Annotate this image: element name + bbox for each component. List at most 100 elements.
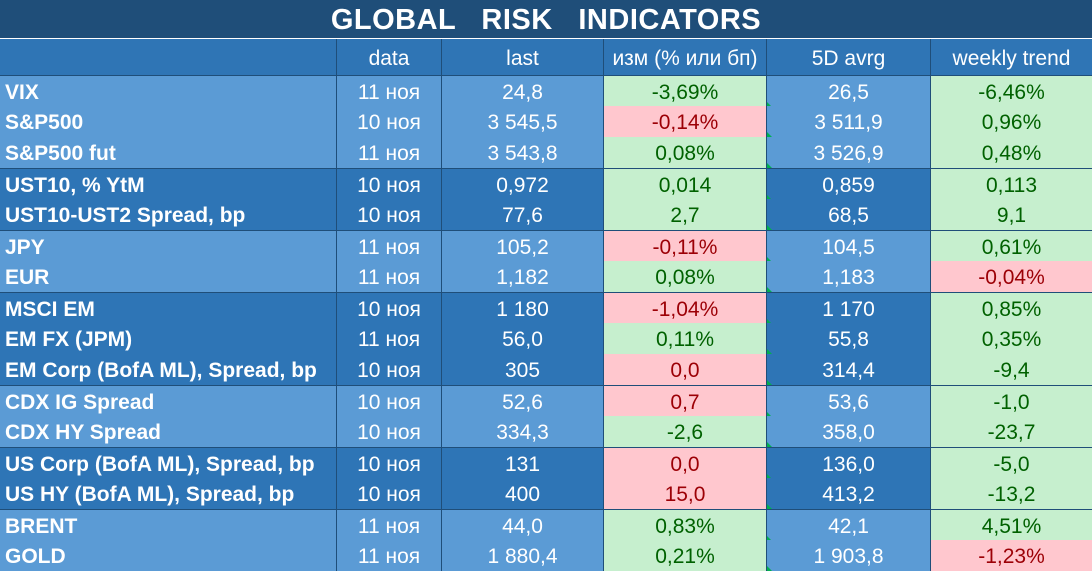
- indicator-name-cell[interactable]: US Corp (BofA ML), Spread, bp: [0, 448, 336, 479]
- last-value-cell[interactable]: 24,8: [441, 76, 603, 107]
- five-day-average-cell[interactable]: 358,0: [766, 416, 930, 447]
- change-cell[interactable]: -2,6: [603, 416, 766, 447]
- date-cell[interactable]: 11 ноя: [336, 76, 441, 107]
- date-cell[interactable]: 10 ноя: [336, 386, 441, 417]
- last-value-cell[interactable]: 56,0: [441, 323, 603, 354]
- weekly-trend-cell[interactable]: -9,4: [930, 354, 1092, 385]
- change-cell[interactable]: -1,04%: [603, 293, 766, 324]
- five-day-average-cell[interactable]: 55,8: [766, 323, 930, 354]
- date-cell[interactable]: 10 ноя: [336, 478, 441, 509]
- indicator-name-cell[interactable]: US HY (BofA ML), Spread, bp: [0, 478, 336, 509]
- five-day-average-cell[interactable]: 42,1: [766, 510, 930, 541]
- indicator-name-cell[interactable]: EM FX (JPM): [0, 323, 336, 354]
- last-value-cell[interactable]: 44,0: [441, 510, 603, 541]
- change-cell[interactable]: 0,0: [603, 448, 766, 479]
- change-cell[interactable]: 0,08%: [603, 261, 766, 292]
- last-value-cell[interactable]: 52,6: [441, 386, 603, 417]
- weekly-trend-cell[interactable]: -5,0: [930, 448, 1092, 479]
- table-row: JPY 11 ноя 105,2 -0,11% 104,5 0,61%: [0, 230, 1092, 262]
- last-value-cell[interactable]: 334,3: [441, 416, 603, 447]
- change-cell[interactable]: 0,08%: [603, 137, 766, 168]
- five-day-average-cell[interactable]: 1,183: [766, 261, 930, 292]
- weekly-trend-cell[interactable]: 0,61%: [930, 231, 1092, 262]
- change-cell[interactable]: 0,11%: [603, 323, 766, 354]
- indicator-name-cell[interactable]: JPY: [0, 231, 336, 262]
- last-value-cell[interactable]: 305: [441, 354, 603, 385]
- change-cell[interactable]: 0,0: [603, 354, 766, 385]
- five-day-average-cell[interactable]: 26,5: [766, 76, 930, 107]
- last-value-cell[interactable]: 77,6: [441, 199, 603, 230]
- indicator-name-cell[interactable]: CDX IG Spread: [0, 386, 336, 417]
- weekly-trend-cell[interactable]: -1,0: [930, 386, 1092, 417]
- weekly-trend-cell[interactable]: 4,51%: [930, 510, 1092, 541]
- five-day-average-cell[interactable]: 413,2: [766, 478, 930, 509]
- weekly-trend-cell[interactable]: 0,48%: [930, 137, 1092, 168]
- weekly-trend-cell[interactable]: -6,46%: [930, 76, 1092, 107]
- weekly-trend-cell[interactable]: -1,23%: [930, 540, 1092, 571]
- date-cell[interactable]: 10 ноя: [336, 199, 441, 230]
- weekly-trend-cell[interactable]: 0,96%: [930, 106, 1092, 137]
- indicator-name-cell[interactable]: CDX HY Spread: [0, 416, 336, 447]
- date-cell[interactable]: 11 ноя: [336, 510, 441, 541]
- indicator-name-cell[interactable]: UST10-UST2 Spread, bp: [0, 199, 336, 230]
- weekly-trend-cell[interactable]: -23,7: [930, 416, 1092, 447]
- indicator-name-cell[interactable]: MSCI EM: [0, 293, 336, 324]
- date-cell[interactable]: 11 ноя: [336, 323, 441, 354]
- date-cell[interactable]: 10 ноя: [336, 106, 441, 137]
- indicator-name-cell[interactable]: VIX: [0, 76, 336, 107]
- five-day-average-cell[interactable]: 314,4: [766, 354, 930, 385]
- indicator-name-cell[interactable]: UST10, % YtM: [0, 169, 336, 200]
- date-cell[interactable]: 11 ноя: [336, 540, 441, 571]
- date-cell[interactable]: 11 ноя: [336, 231, 441, 262]
- change-cell[interactable]: 2,7: [603, 199, 766, 230]
- date-cell[interactable]: 11 ноя: [336, 261, 441, 292]
- five-day-average-cell[interactable]: 104,5: [766, 231, 930, 262]
- table-row: UST10-UST2 Spread, bp 10 ноя 77,6 2,7 68,5 9,…: [0, 199, 1092, 230]
- weekly-trend-cell[interactable]: 0,85%: [930, 293, 1092, 324]
- last-value-cell[interactable]: 400: [441, 478, 603, 509]
- change-cell[interactable]: -3,69%: [603, 76, 766, 107]
- date-cell[interactable]: 10 ноя: [336, 448, 441, 479]
- weekly-trend-cell[interactable]: 9,1: [930, 199, 1092, 230]
- change-cell[interactable]: -0,11%: [603, 231, 766, 262]
- five-day-average-cell[interactable]: 3 526,9: [766, 137, 930, 168]
- change-cell[interactable]: 0,7: [603, 386, 766, 417]
- five-day-average-cell[interactable]: 136,0: [766, 448, 930, 479]
- indicator-name-cell[interactable]: BRENT: [0, 510, 336, 541]
- date-cell[interactable]: 11 ноя: [336, 137, 441, 168]
- change-cell[interactable]: 15,0: [603, 478, 766, 509]
- weekly-trend-cell[interactable]: 0,35%: [930, 323, 1092, 354]
- indicator-name-cell[interactable]: EM Corp (BofA ML), Spread, bp: [0, 354, 336, 385]
- cell-indicator-triangle-icon: [767, 412, 772, 417]
- indicator-name-cell[interactable]: EUR: [0, 261, 336, 292]
- date-cell[interactable]: 10 ноя: [336, 354, 441, 385]
- last-value-cell[interactable]: 1,182: [441, 261, 603, 292]
- last-value-cell[interactable]: 0,972: [441, 169, 603, 200]
- five-day-average-cell[interactable]: 0,859: [766, 169, 930, 200]
- change-cell[interactable]: -0,14%: [603, 106, 766, 137]
- last-value-cell[interactable]: 105,2: [441, 231, 603, 262]
- cell-indicator-triangle-icon: [767, 195, 772, 200]
- five-day-average-cell[interactable]: 68,5: [766, 199, 930, 230]
- five-day-average-cell[interactable]: 1 903,8: [766, 540, 930, 571]
- five-day-average-cell[interactable]: 3 511,9: [766, 106, 930, 137]
- weekly-trend-cell[interactable]: -0,04%: [930, 261, 1092, 292]
- last-value-cell[interactable]: 1 880,4: [441, 540, 603, 571]
- weekly-trend-cell[interactable]: -13,2: [930, 478, 1092, 509]
- last-value-cell[interactable]: 3 545,5: [441, 106, 603, 137]
- change-cell[interactable]: 0,83%: [603, 510, 766, 541]
- indicator-name-cell[interactable]: S&P500: [0, 106, 336, 137]
- change-cell[interactable]: 0,014: [603, 169, 766, 200]
- weekly-trend-cell[interactable]: 0,113: [930, 169, 1092, 200]
- last-value-cell[interactable]: 1 180: [441, 293, 603, 324]
- five-day-average-cell[interactable]: 1 170: [766, 293, 930, 324]
- date-cell[interactable]: 10 ноя: [336, 416, 441, 447]
- last-value-cell[interactable]: 3 543,8: [441, 137, 603, 168]
- date-cell[interactable]: 10 ноя: [336, 169, 441, 200]
- last-value-cell[interactable]: 131: [441, 448, 603, 479]
- indicator-name-cell[interactable]: S&P500 fut: [0, 137, 336, 168]
- date-cell[interactable]: 10 ноя: [336, 293, 441, 324]
- five-day-average-cell[interactable]: 53,6: [766, 386, 930, 417]
- indicator-name-cell[interactable]: GOLD: [0, 540, 336, 571]
- change-cell[interactable]: 0,21%: [603, 540, 766, 571]
